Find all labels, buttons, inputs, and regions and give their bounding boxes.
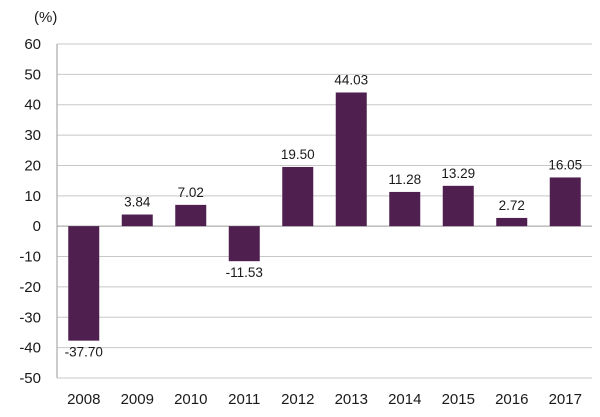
- bar-2010: [175, 204, 207, 227]
- labels: (%) 6050403020100-10-20-30-40-50-37.7020…: [19, 9, 582, 408]
- y-tick-label: -10: [19, 249, 41, 266]
- value-label-2016: 2.72: [499, 198, 525, 213]
- value-label-2014: 11.28: [388, 172, 421, 187]
- x-tick-label-2016: 2016: [495, 391, 528, 408]
- x-tick-label-2013: 2013: [335, 391, 368, 408]
- value-label-2015: 13.29: [441, 166, 475, 181]
- x-tick-label-2008: 2008: [67, 391, 100, 408]
- value-label-2012: 19.50: [281, 147, 315, 162]
- y-tick-label: 50: [24, 66, 41, 83]
- value-label-2013: 44.03: [334, 72, 368, 87]
- y-tick-label: 0: [33, 218, 41, 235]
- y-tick-label: -50: [19, 370, 41, 387]
- x-tick-label-2015: 2015: [442, 391, 475, 408]
- y-tick-label: 20: [24, 157, 41, 174]
- x-tick-label-2017: 2017: [549, 391, 582, 408]
- bar-2012: [282, 166, 314, 227]
- y-axis-unit-label: (%): [34, 9, 57, 26]
- y-tick-label: -20: [19, 279, 41, 296]
- x-tick-label-2011: 2011: [228, 391, 260, 408]
- bar-2015: [442, 185, 474, 227]
- bar-2009: [121, 214, 153, 227]
- x-tick-label-2012: 2012: [281, 391, 314, 408]
- x-tick-label-2014: 2014: [388, 391, 421, 408]
- bar-2017: [549, 177, 581, 227]
- bar-2013: [335, 92, 367, 227]
- y-tick-label: -30: [19, 309, 41, 326]
- value-label-2008: -37.70: [65, 345, 103, 360]
- bars: [68, 92, 581, 341]
- y-tick-label: 60: [24, 36, 41, 53]
- value-label-2009: 3.84: [124, 195, 151, 210]
- bar-2014: [389, 191, 421, 227]
- bar-2016: [496, 217, 528, 227]
- value-label-2011: -11.53: [226, 265, 263, 280]
- y-tick-label: 10: [24, 188, 41, 205]
- value-label-2010: 7.02: [178, 185, 204, 200]
- grid-lines: [57, 43, 592, 379]
- x-tick-label-2010: 2010: [174, 391, 207, 408]
- bar-2008: [68, 226, 100, 341]
- x-tick-label-2009: 2009: [121, 391, 154, 408]
- y-tick-label: 30: [24, 127, 41, 144]
- y-tick-label: 40: [24, 97, 41, 114]
- value-label-2017: 16.05: [548, 157, 582, 172]
- bar-2011: [228, 226, 260, 262]
- y-tick-label: -40: [19, 340, 41, 357]
